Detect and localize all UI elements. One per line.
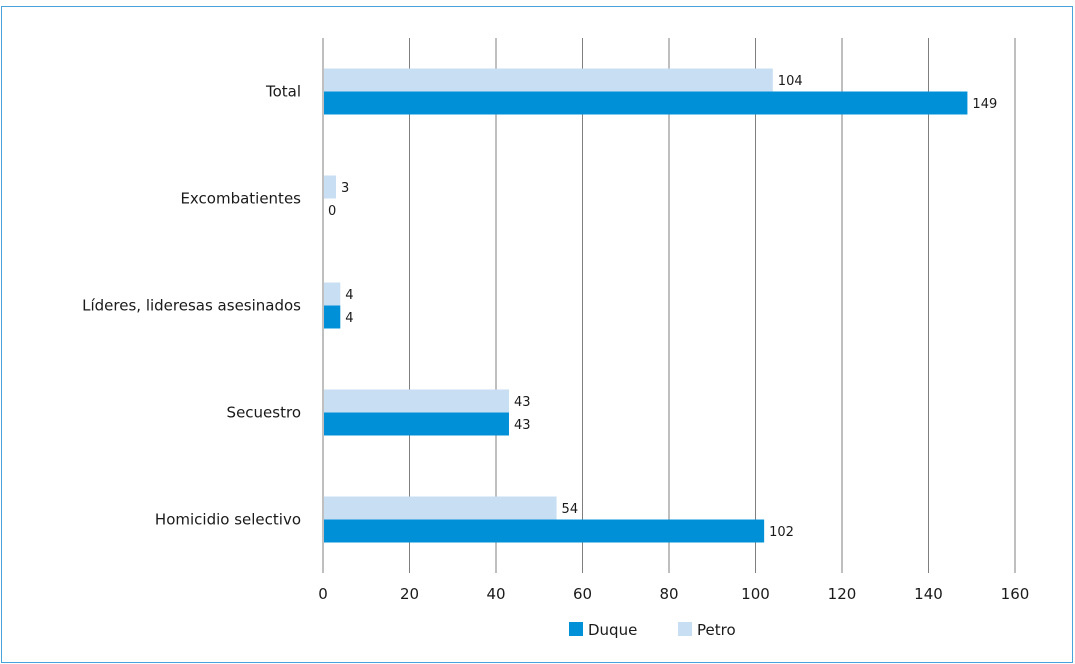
bar-petro	[324, 68, 773, 92]
x-tick-label: 20	[400, 585, 419, 603]
chart-frame	[1, 6, 1073, 663]
grid-lines	[322, 38, 1016, 573]
category-label: Secuestro	[227, 404, 301, 422]
x-tick-label: 160	[1001, 585, 1030, 603]
data-label-petro: 54	[562, 502, 579, 517]
x-tick-label: 140	[914, 585, 943, 603]
x-tick-label: 40	[486, 585, 505, 603]
category-label: Homicidio selectivo	[155, 511, 301, 529]
bar-petro	[324, 175, 336, 199]
category-label: Total	[265, 83, 301, 101]
data-label-petro: 43	[514, 395, 531, 410]
data-label-petro: 4	[345, 288, 353, 303]
x-tick-label: 60	[573, 585, 592, 603]
data-label-duque: 4	[345, 311, 353, 326]
data-label-duque: 43	[514, 418, 531, 433]
bar-duque	[324, 91, 968, 115]
bar-petro	[324, 389, 509, 413]
legend: Duque Petro	[569, 621, 736, 639]
bar-duque	[324, 519, 765, 543]
legend-swatch-petro	[678, 622, 692, 636]
category-label: Líderes, lideresas asesinados	[82, 297, 301, 315]
bar-petro	[324, 496, 557, 520]
bar-petro	[324, 282, 341, 306]
legend-label-petro: Petro	[697, 621, 736, 639]
x-tick-label: 100	[741, 585, 770, 603]
legend-label-duque: Duque	[588, 621, 637, 639]
labels: 0 20 40 60 80 100 120 140 160Total104149Excombat…	[82, 74, 1029, 603]
data-label-duque: 102	[769, 525, 794, 540]
legend-swatch-duque	[569, 622, 583, 636]
x-tick-label: 0	[318, 585, 328, 603]
x-tick-label: 80	[659, 585, 678, 603]
x-tick-label: 120	[828, 585, 857, 603]
bars	[324, 68, 968, 543]
data-label-petro: 3	[341, 181, 349, 196]
bar-duque	[324, 412, 509, 436]
data-label-petro: 104	[778, 74, 803, 89]
data-label-duque: 0	[328, 204, 336, 219]
category-label: Excombatientes	[180, 190, 301, 208]
bar-duque	[324, 305, 341, 329]
data-label-duque: 149	[972, 97, 997, 112]
